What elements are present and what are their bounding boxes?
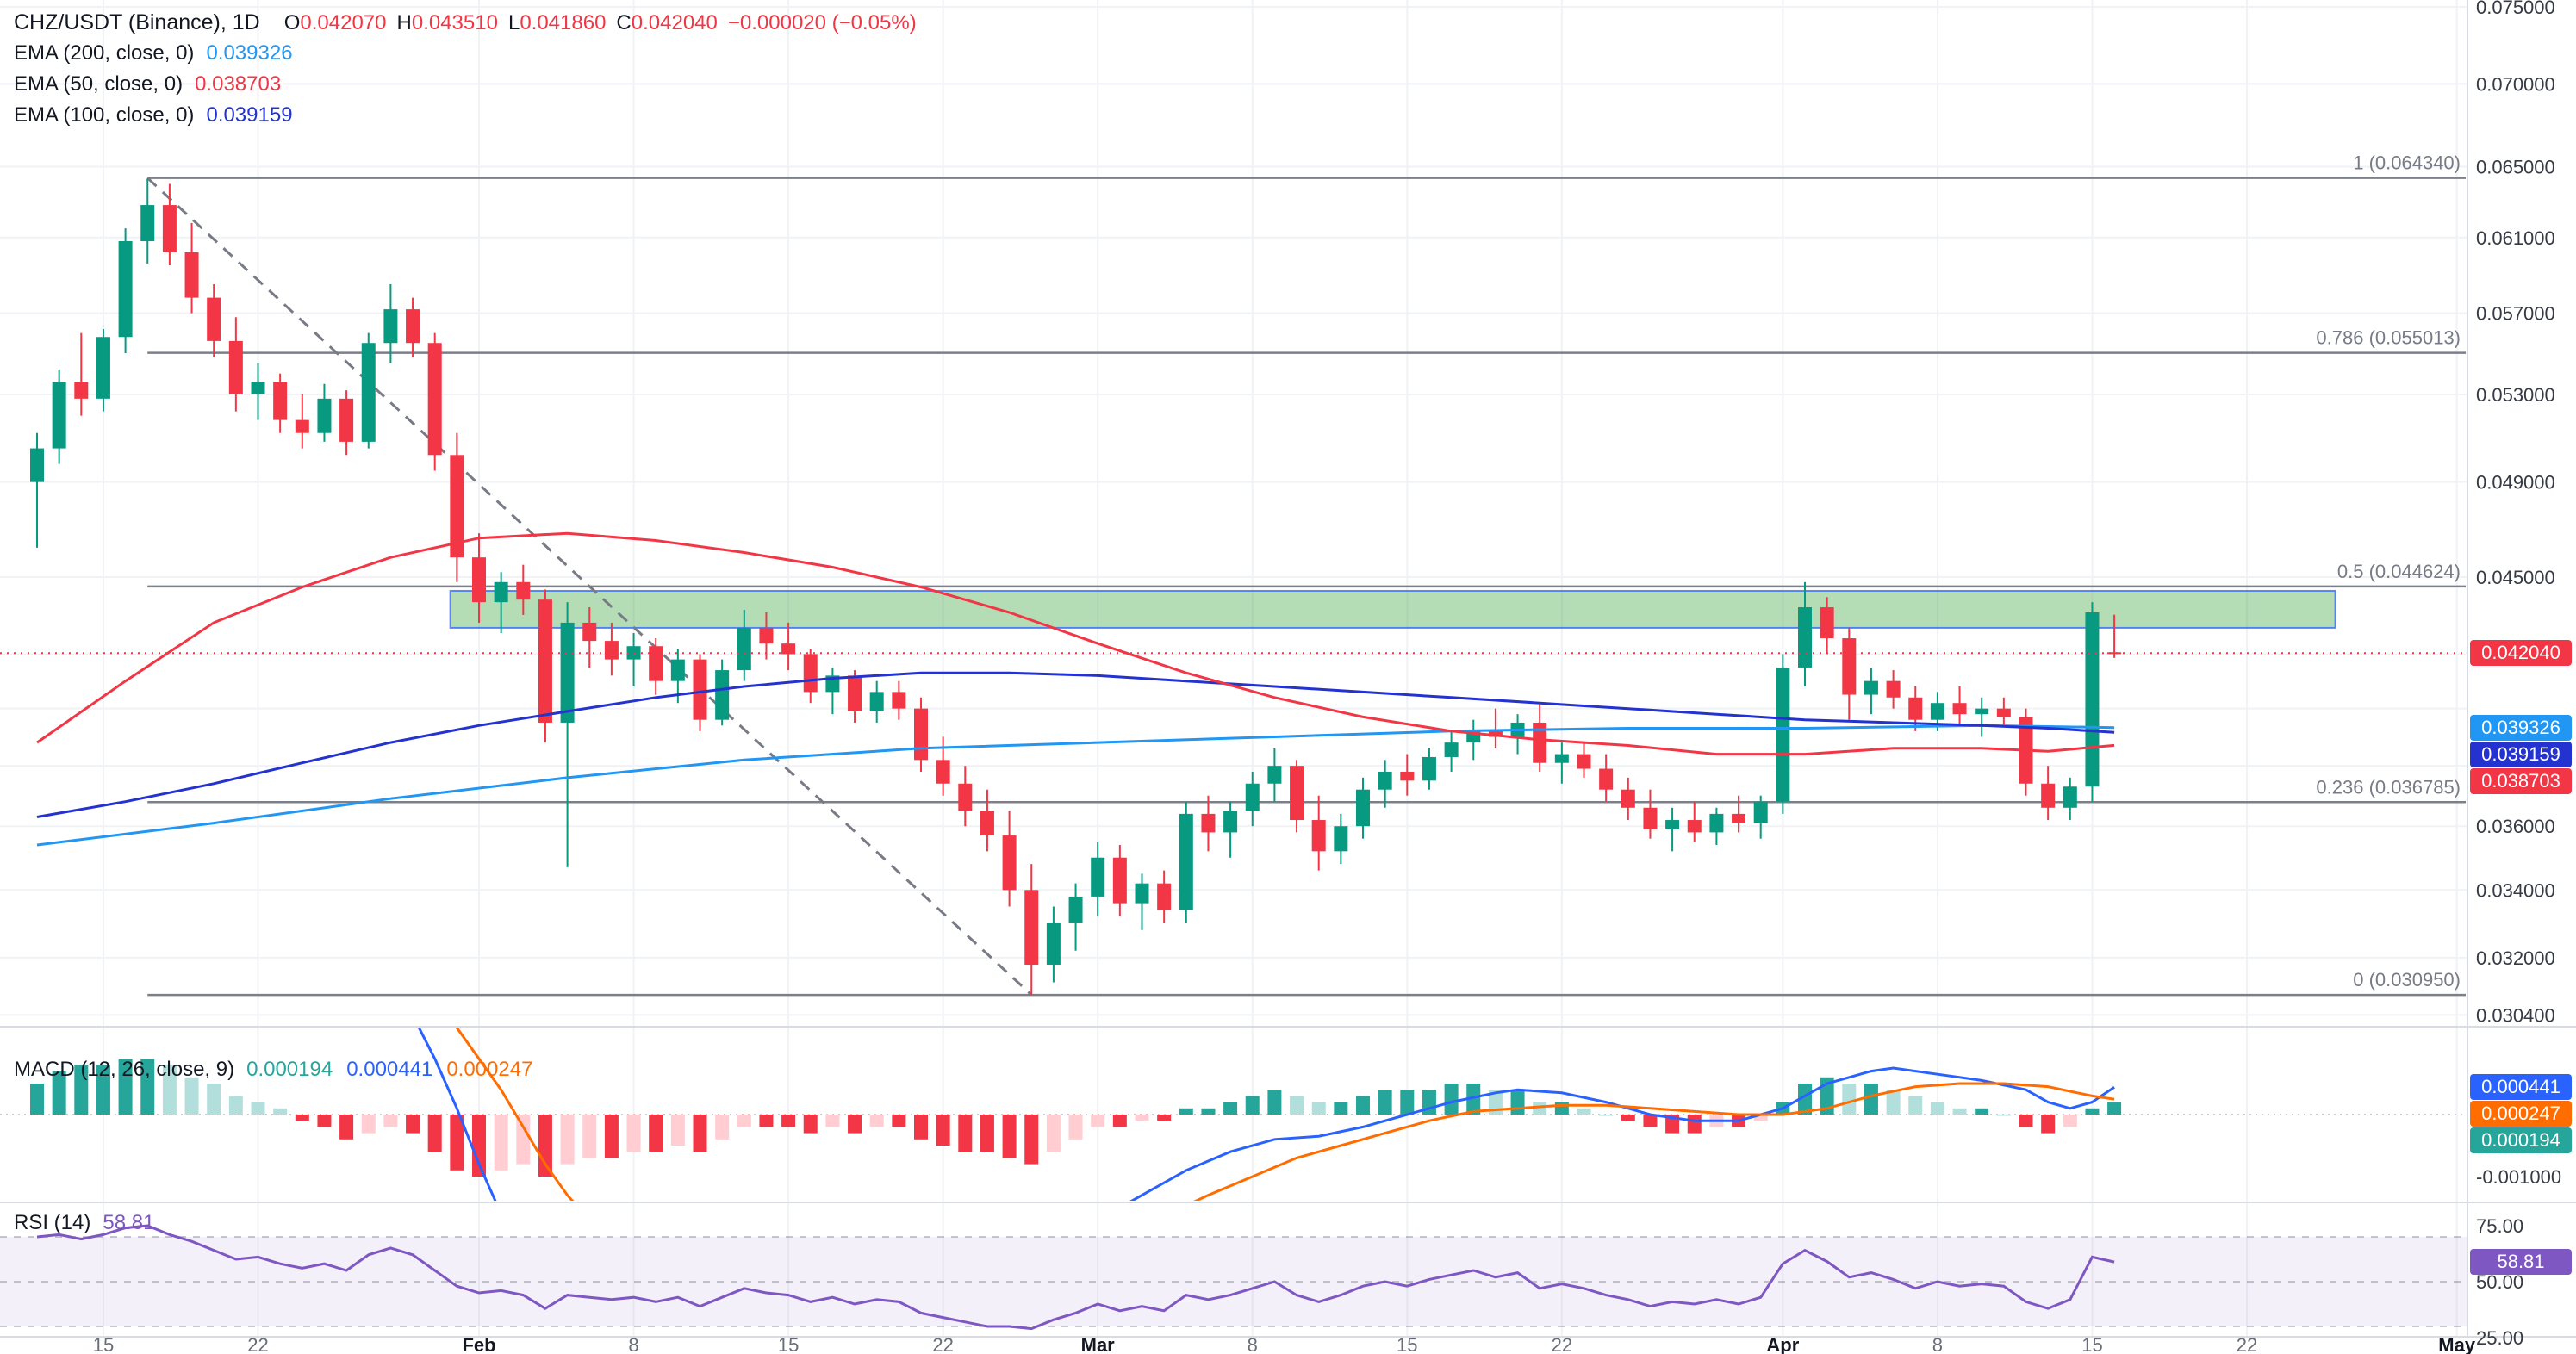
ohlc-low-label: L: [507, 11, 520, 34]
price-tick-label: 0.053000: [2476, 384, 2555, 406]
time-tick-label: 8: [628, 1334, 638, 1354]
macd-line-value: 0.000441: [346, 1058, 433, 1081]
ohlc-close-value: 0.042040: [631, 11, 718, 34]
indicator-legend-ema50[interactable]: EMA (50, close, 0) 0.038703: [14, 69, 917, 100]
time-tick-label: 15: [93, 1334, 114, 1354]
macd-tick-label: -0.001000: [2476, 1166, 2561, 1188]
rsi-name: RSI (14): [14, 1211, 91, 1234]
time-tick-label: 15: [1397, 1334, 1417, 1354]
fib-level-label: 0 (0.030950): [2353, 969, 2461, 991]
rsi-tick-label: 75.00: [2476, 1215, 2523, 1237]
rsi-value-badge: 58.81: [2470, 1249, 2572, 1276]
ohlc-high-label: H: [396, 11, 412, 34]
fib-level-label: 0.5 (0.044624): [2337, 561, 2461, 582]
ohlc-high-value: 0.043510: [411, 11, 498, 34]
rsi-tick-label: 25.00: [2476, 1327, 2523, 1349]
macd-signal-badge: 0.000247: [2470, 1101, 2572, 1127]
macd-line-badge: 0.000441: [2470, 1074, 2572, 1101]
time-tick-label: 22: [1552, 1334, 1572, 1354]
price-axis-labels: 0.075000 0.070000 0.065000 0.061000 0.057000…: [2476, 0, 2561, 1349]
macd-hist-value: 0.000194: [246, 1058, 333, 1081]
ema50-value: 0.038703: [195, 72, 282, 96]
ema200-name: EMA (200, close, 0): [14, 41, 195, 65]
time-axis[interactable]: [0, 1337, 2576, 1354]
rsi-tick-label: 50.00: [2476, 1271, 2523, 1293]
fib-level-label: 0.786 (0.055013): [2316, 327, 2461, 349]
time-tick-label: 8: [1932, 1334, 1943, 1354]
rsi-legend-row[interactable]: RSI (14) 58.81: [14, 1208, 154, 1239]
ema50-price-badge: 0.038703: [2470, 767, 2572, 794]
price-tick-label: 0.065000: [2476, 156, 2555, 177]
time-tick-label: 22: [247, 1334, 268, 1354]
rsi-value: 58.81: [103, 1211, 155, 1234]
ema100-value: 0.039159: [206, 103, 293, 127]
time-tick-label: 22: [2237, 1334, 2257, 1354]
ema200-price-badge: 0.039326: [2470, 714, 2572, 741]
ohlc-low-value: 0.041860: [520, 11, 607, 34]
ema-50-line[interactable]: [36, 531, 2115, 756]
current-price-badge: 0.042040: [2470, 640, 2572, 667]
price-tick-label: 0.049000: [2476, 472, 2555, 494]
macd-signal-value: 0.000247: [446, 1058, 533, 1081]
time-tick-label: Mar: [1081, 1334, 1116, 1354]
time-tick-label: May: [2438, 1334, 2476, 1354]
price-tick-label: 0.036000: [2476, 816, 2555, 837]
macd-histogram: [30, 1059, 2122, 1177]
main-legend: CHZ/USDT (Binance), 1D O0.042070 H0.043510…: [14, 7, 917, 131]
price-tick-label: 0.030400: [2476, 1004, 2555, 1026]
time-tick-label: 22: [932, 1334, 953, 1354]
ema-100-line[interactable]: [36, 671, 2115, 818]
time-tick-label: 8: [1248, 1334, 1258, 1354]
ema200-value: 0.039326: [206, 41, 293, 65]
ema100-price-badge: 0.039159: [2470, 741, 2572, 767]
macd-hist-badge: 0.000194: [2470, 1127, 2572, 1154]
time-tick-label: Feb: [462, 1334, 495, 1354]
fib-retracement[interactable]: 1 (0.064340) 0.786 (0.055013) 0.5 (0.04462…: [147, 152, 2466, 997]
macd-name: MACD (12, 26, close, 9): [14, 1058, 235, 1081]
ema50-name: EMA (50, close, 0): [14, 72, 184, 96]
macd-legend-row[interactable]: MACD (12, 26, close, 9) 0.000194 0.000441 0…: [14, 1054, 532, 1085]
macd-line[interactable]: [413, 1016, 2115, 1326]
price-change-value: −0.000020 (−0.05%): [727, 11, 917, 34]
supply-zone-rectangle[interactable]: [449, 589, 2336, 629]
price-tick-label: 0.057000: [2476, 303, 2555, 325]
symbol-title[interactable]: CHZ/USDT (Binance), 1D: [14, 10, 260, 34]
indicator-legend-ema200[interactable]: EMA (200, close, 0) 0.039326: [14, 38, 917, 69]
price-tick-label: 0.070000: [2476, 73, 2555, 95]
macd-signal-line[interactable]: [413, 978, 2115, 1289]
price-tick-label: 0.034000: [2476, 879, 2555, 901]
fib-level-label: 0.236 (0.036785): [2316, 776, 2461, 798]
ohlc-close-label: C: [616, 11, 632, 34]
time-axis-labels: 15 22 Feb 8 15 22 Mar 8 15 22 Apr 8 15 22 May: [93, 1334, 2476, 1354]
trendline-drawing[interactable]: [146, 177, 1033, 997]
price-tick-label: 0.061000: [2476, 227, 2555, 249]
ema-200-line[interactable]: [36, 724, 2115, 847]
rsi-line[interactable]: [36, 1224, 2115, 1331]
price-tick-label: 0.045000: [2476, 567, 2555, 588]
indicator-legend-ema100[interactable]: EMA (100, close, 0) 0.039159: [14, 100, 917, 131]
fib-level-label: 1 (0.064340): [2353, 152, 2461, 174]
price-tick-label: 0.032000: [2476, 947, 2555, 969]
time-tick-label: 15: [778, 1334, 799, 1354]
symbol-legend-row[interactable]: CHZ/USDT (Binance), 1D O0.042070 H0.043510…: [14, 7, 917, 38]
ohlc-open-label: O: [283, 11, 301, 34]
time-tick-label: 15: [2081, 1334, 2102, 1354]
candles: [30, 178, 2122, 996]
ohlc-open-value: 0.042070: [300, 11, 387, 34]
time-tick-label: Apr: [1766, 1334, 1799, 1354]
price-tick-label: 0.075000: [2476, 0, 2555, 18]
ema100-name: EMA (100, close, 0): [14, 103, 195, 127]
